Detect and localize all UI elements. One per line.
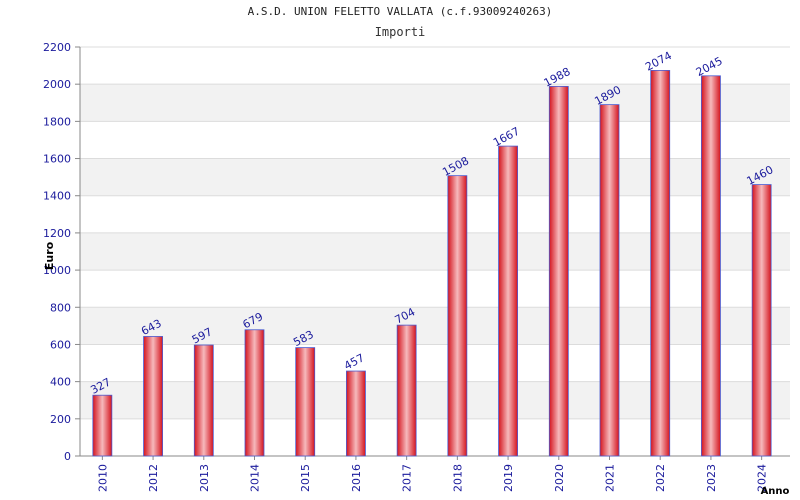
bar-2024 <box>751 184 772 457</box>
data-label: 457 <box>342 351 367 372</box>
x-tick-label: 2015 <box>299 464 312 492</box>
y-tick-label: 400 <box>50 376 71 389</box>
x-tick-label: 2012 <box>147 464 160 492</box>
x-tick-label: 2023 <box>705 464 718 492</box>
x-tick-label: 2016 <box>350 464 363 492</box>
bar-2023 <box>701 75 721 457</box>
chart-title: A.S.D. UNION FELETTO VALLATA (c.f.930092… <box>247 5 553 18</box>
y-tick-label: 1600 <box>43 153 71 166</box>
bar-2020 <box>548 86 569 457</box>
data-label: 2074 <box>643 49 674 74</box>
x-tick-label: 2010 <box>96 464 109 492</box>
bar-2017 <box>396 324 417 457</box>
grid-band <box>80 381 790 419</box>
grid-band <box>80 84 790 122</box>
x-tick-label: 2019 <box>502 464 515 492</box>
y-tick-label: 1400 <box>43 190 71 203</box>
y-tick-label: 1200 <box>43 227 71 240</box>
bar-2022 <box>650 70 671 457</box>
chart-subtitle: Importi <box>374 25 426 39</box>
x-tick-label: 2020 <box>553 464 566 492</box>
y-tick-label: 2200 <box>43 41 71 54</box>
grid-band <box>80 232 790 271</box>
x-tick-label: 2022 <box>654 464 667 492</box>
x-axis-label: Anno <box>761 486 790 497</box>
x-tick-label: 2017 <box>401 464 414 492</box>
data-label: 1667 <box>491 125 522 150</box>
data-label: 2045 <box>694 54 725 79</box>
y-tick-label: 200 <box>50 413 71 426</box>
bar-2012 <box>143 336 163 457</box>
bar-2021 <box>599 104 620 457</box>
y-tick-label: 600 <box>50 338 71 351</box>
bar-2010 <box>92 394 113 457</box>
y-tick-label: 800 <box>50 301 71 314</box>
bar-2018 <box>447 175 468 457</box>
grid-band <box>80 307 790 345</box>
x-tick-label: 2024 <box>756 464 769 492</box>
bar-2019 <box>498 145 518 457</box>
y-axis-label: Euro <box>43 241 56 270</box>
x-tick-label: 2014 <box>249 464 262 492</box>
grid-band <box>80 158 790 196</box>
y-tick-label: 1000 <box>43 264 71 277</box>
bar-2016 <box>346 370 366 457</box>
bar-2013 <box>193 344 214 457</box>
x-tick-label: 2018 <box>451 464 464 492</box>
x-tick-label: 2013 <box>198 464 211 492</box>
x-tick-label: 2021 <box>604 464 617 492</box>
bar-2015 <box>295 347 316 457</box>
y-tick-label: 2000 <box>43 78 71 91</box>
y-tick-label: 0 <box>64 450 71 463</box>
bar-2014 <box>244 329 265 457</box>
y-tick-label: 1800 <box>43 115 71 128</box>
